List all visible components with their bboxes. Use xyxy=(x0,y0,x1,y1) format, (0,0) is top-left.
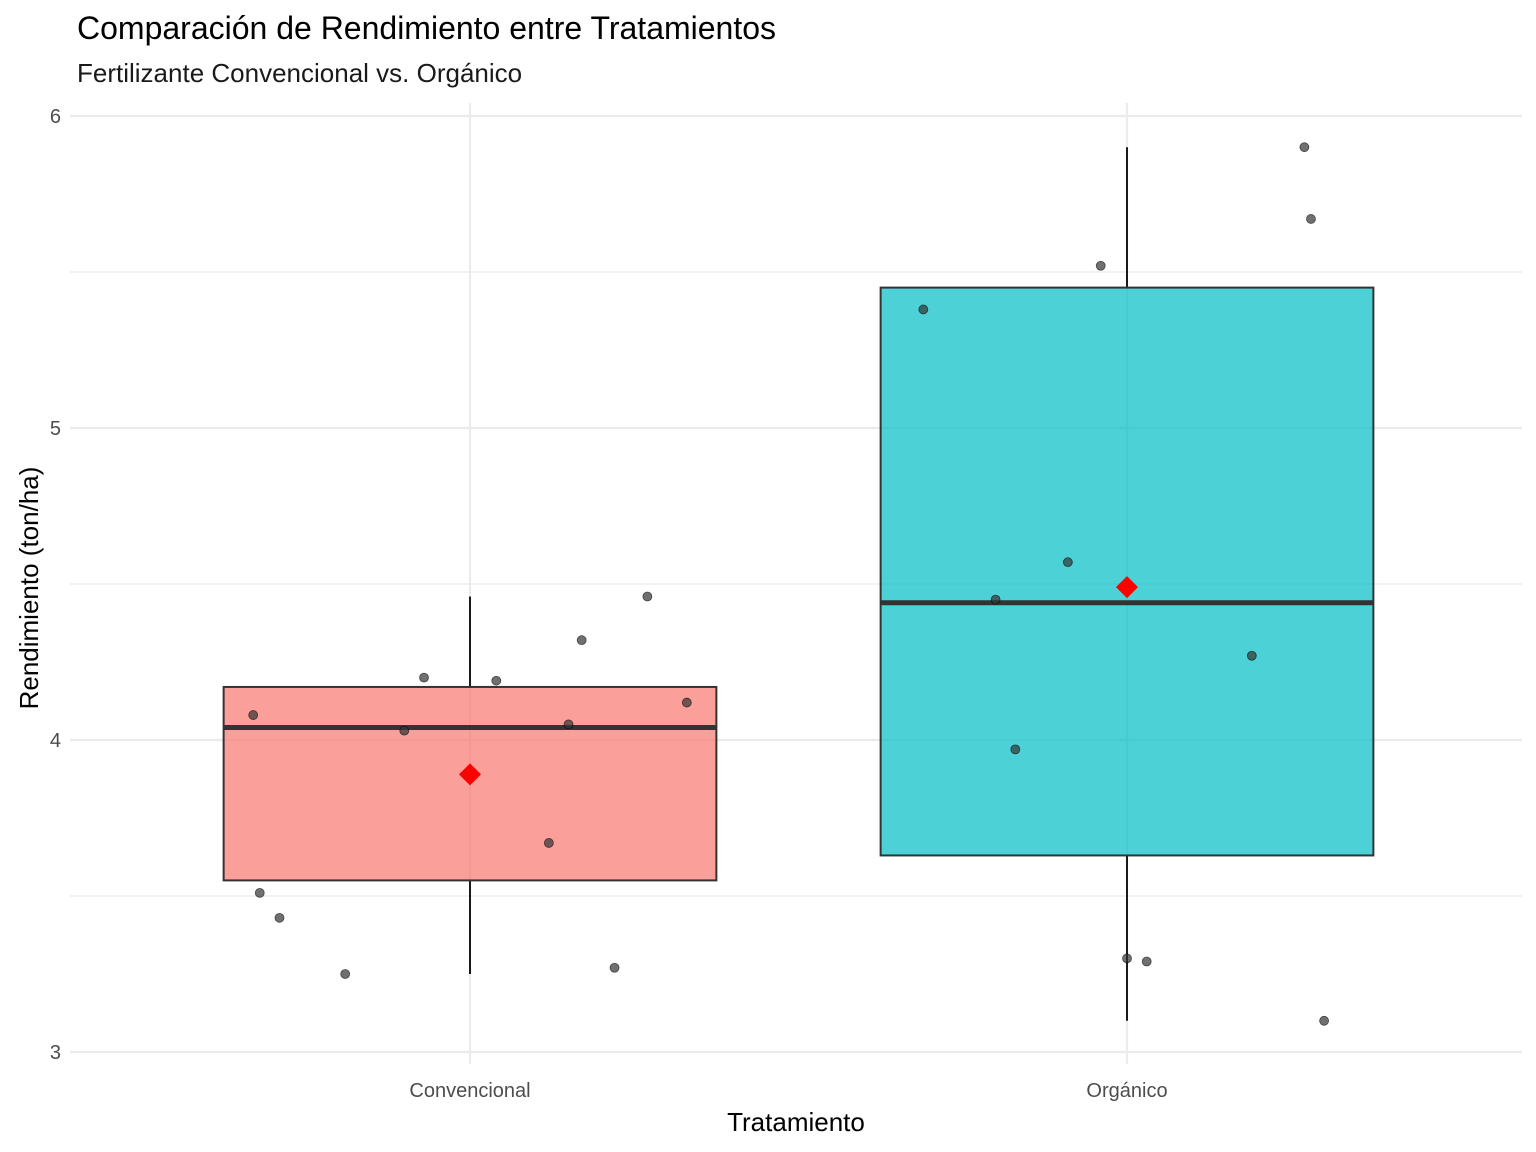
data-point xyxy=(399,725,410,736)
y-tick-label: 4 xyxy=(50,730,61,752)
x-tick-label: Orgánico xyxy=(1086,1080,1167,1102)
data-point xyxy=(1141,956,1152,967)
data-point xyxy=(1095,260,1106,271)
data-point xyxy=(681,697,692,708)
data-point xyxy=(576,635,587,646)
data-point xyxy=(340,969,351,979)
mean-marker xyxy=(459,763,481,786)
data-point xyxy=(274,912,285,923)
data-point xyxy=(1062,557,1073,568)
data-point xyxy=(642,591,653,602)
data-point xyxy=(1319,1015,1329,1026)
data-point xyxy=(1010,744,1021,755)
y-tick-label: 3 xyxy=(50,1042,61,1064)
chart-title: Comparación de Rendimiento entre Tratami… xyxy=(77,10,777,46)
data-point xyxy=(918,304,929,315)
y-axis-title: Rendimiento (ton/ha) xyxy=(14,467,44,710)
data-point xyxy=(609,962,620,973)
chart-subtitle: Fertilizante Convencional vs. Orgánico xyxy=(77,58,523,88)
box-organico xyxy=(879,286,1375,857)
data-point xyxy=(248,710,259,720)
y-tick-label: 6 xyxy=(50,106,61,128)
data-point xyxy=(491,675,502,686)
data-point xyxy=(1299,142,1310,153)
data-point xyxy=(563,719,574,730)
y-tick-label: 5 xyxy=(50,418,61,440)
data-point xyxy=(419,672,429,683)
data-point xyxy=(254,887,265,898)
data-point xyxy=(1122,953,1132,964)
data-point xyxy=(1306,214,1316,224)
data-point xyxy=(1246,650,1257,661)
x-axis-title: Tratamiento xyxy=(727,1107,865,1137)
data-point xyxy=(543,838,554,848)
x-tick-label: Convencional xyxy=(409,1080,530,1102)
data-point xyxy=(990,594,1001,605)
mean-marker xyxy=(1116,576,1138,599)
